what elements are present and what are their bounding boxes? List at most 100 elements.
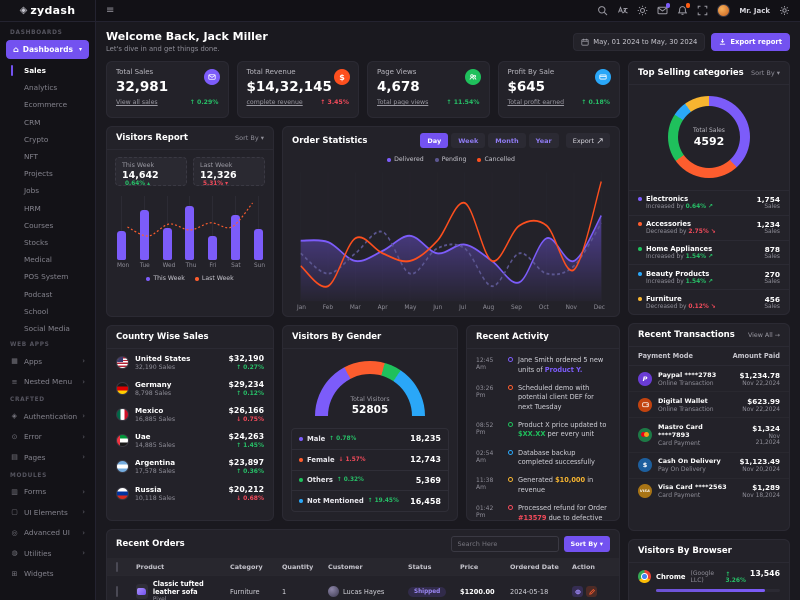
- tab-year[interactable]: Year: [528, 133, 559, 148]
- user-name[interactable]: Mr. Jack: [739, 6, 770, 15]
- panel-title: Recent Orders: [116, 539, 185, 549]
- sidebar-item-school[interactable]: School: [24, 306, 49, 316]
- bar-mon: [117, 231, 126, 260]
- tab-day[interactable]: Day: [420, 133, 449, 148]
- last-week-line: [127, 202, 254, 237]
- kpi-link[interactable]: Total profit earned: [507, 99, 565, 106]
- category-row-beauty-products[interactable]: Beauty Products Increased by 1.54% ↗ 270…: [629, 264, 789, 289]
- sidebar-item-ui-elements[interactable]: ▢ UI Elements ›: [0, 502, 95, 523]
- sidebar-section-web-apps: WEB APPS: [10, 342, 50, 348]
- customer-avatar: [328, 586, 339, 597]
- transaction-row-digital-wallet[interactable]: Digital Wallet Online Transaction $623.99…: [629, 392, 789, 419]
- kpi-link[interactable]: View all sales: [116, 99, 158, 106]
- search-icon[interactable]: [597, 5, 608, 16]
- chevron-right-icon: ›: [82, 487, 85, 496]
- sidebar-item-nft[interactable]: NFT: [24, 152, 38, 162]
- language-icon[interactable]: [617, 5, 629, 16]
- lock-icon: ◈: [11, 412, 17, 421]
- sidebar-item-pages[interactable]: ▤ Pages ›: [0, 447, 95, 468]
- chevron-right-icon: ›: [82, 432, 85, 441]
- transaction-row-cash-on-delivery[interactable]: $ Cash On Delivery Pay On Delivery $1,123…: [629, 453, 789, 479]
- sidebar-item-apps[interactable]: ▦ Apps ›: [0, 351, 95, 372]
- messages-icon[interactable]: [657, 3, 671, 16]
- row-checkbox[interactable]: [116, 586, 118, 597]
- sidebar-item-medical[interactable]: Medical: [24, 255, 52, 265]
- sidebar-item-label: Nested Menu: [24, 377, 73, 387]
- sidebar-item-podcast[interactable]: Podcast: [24, 289, 53, 299]
- download-icon: [720, 38, 726, 45]
- sidebar-item-jobs[interactable]: Jobs: [24, 186, 40, 196]
- sidebar-item-projects[interactable]: Projects: [24, 169, 53, 179]
- menu-toggle-icon[interactable]: ≡: [106, 4, 115, 16]
- country-row-argentina[interactable]: Argentina 17,578 Sales $23,897 ↑ 0.36%: [107, 454, 273, 480]
- activity-item: 08:52 Pm Product X price updated to $XX.…: [476, 420, 607, 439]
- sidebar-item-nested-menu[interactable]: ≡ Nested Menu ›: [0, 372, 95, 393]
- transaction-row-mastro-card[interactable]: Mastro Card ****7893 Card Payment $1,324 N…: [629, 418, 789, 453]
- sidebar-item-sales[interactable]: Sales: [0, 62, 95, 79]
- visitors-by-browser-panel: Visitors By Browser Chrome (Google LLC) …: [628, 539, 790, 600]
- country-row-mexico[interactable]: Mexico 16,885 Sales $26,166 ↓ 0.75%: [107, 401, 273, 427]
- kpi-value: $645: [507, 79, 546, 95]
- country-row-uae[interactable]: Uae 14,885 Sales $24,263 ↑ 1.45%: [107, 428, 273, 454]
- sidebar-item-stocks[interactable]: Stocks: [24, 237, 48, 247]
- kpi-profit-by-sale: Profit By Sale $645 Total profit earned …: [497, 61, 620, 118]
- theme-toggle-icon[interactable]: [637, 5, 648, 16]
- country-row-united-states[interactable]: United States 32,190 Sales $32,190 ↑ 0.27%: [107, 349, 273, 375]
- country-row-germany[interactable]: Germany 8,798 Sales $29,234 ↑ 0.12%: [107, 375, 273, 401]
- sidebar-item-utilities[interactable]: ◍ Utilities ›: [0, 543, 95, 564]
- category-row-furniture[interactable]: Furniture Decreased by 0.12% ↘ 456 Sales: [629, 289, 789, 314]
- sidebar-item-error[interactable]: ⊙ Error ›: [0, 427, 95, 448]
- kpi-link[interactable]: complete revenue: [246, 99, 303, 106]
- date-range-picker[interactable]: May, 01 2024 to May, 30 2024: [573, 32, 706, 51]
- category-row-electronics[interactable]: Electronics Increased by 0.64% ↗ 1,754 Sa…: [629, 190, 789, 215]
- users-icon: [464, 69, 481, 85]
- sidebar-item-authentication[interactable]: ◈ Authentication ›: [0, 406, 95, 427]
- brand-logo[interactable]: ◈ zydash: [0, 0, 95, 22]
- sidebar-item-social-media[interactable]: Social Media: [24, 323, 70, 333]
- gender-row-not-mentioned: Not Mentioned ↑ 19.45% 16,458: [292, 491, 448, 511]
- user-avatar[interactable]: [717, 4, 731, 17]
- sidebar-item-widgets[interactable]: ⊞ Widgets: [0, 564, 95, 585]
- transaction-row-paypal[interactable]: P Paypal ****2783 Online Transaction $1,2…: [629, 366, 789, 393]
- kpi-change: ↑ 3.45%: [320, 99, 349, 106]
- export-report-button[interactable]: Export report: [711, 32, 790, 51]
- notifications-icon[interactable]: [677, 3, 691, 16]
- sort-by-dropdown[interactable]: Sort By ▾: [234, 134, 264, 142]
- visitors-by-gender-panel: Visitors By Gender Total Visitors 52805: [282, 325, 458, 521]
- sidebar-item-advanced-ui[interactable]: ◎ Advanced UI ›: [0, 523, 95, 544]
- view-all-link[interactable]: View All →: [747, 331, 780, 339]
- sidebar-item-courses[interactable]: Courses: [24, 220, 54, 230]
- order-table-row[interactable]: Classic tufted leather sofa Pixel Furnitu…: [107, 575, 619, 600]
- sidebar-item-crm[interactable]: CRM: [24, 117, 41, 127]
- category-row-accessories[interactable]: Accessories Decreased by 2.75% ↘ 1,234 Sa…: [629, 214, 789, 240]
- transaction-row-visa-card[interactable]: VISA Visa Card ****2563 Card Payment $1,2…: [638, 483, 780, 500]
- sidebar-item-label: Authentication: [23, 411, 78, 421]
- tab-week[interactable]: Week: [451, 133, 486, 148]
- sidebar-item-hrm[interactable]: HRM: [24, 203, 41, 213]
- fullscreen-icon[interactable]: [697, 5, 708, 16]
- tab-month[interactable]: Month: [488, 133, 526, 148]
- sidebar-item-ecommerce[interactable]: Ecommerce: [24, 100, 68, 110]
- export-button[interactable]: Export: [565, 133, 610, 148]
- activity-item: 12:45 Am Jane Smith ordered 5 new units …: [476, 356, 604, 374]
- settings-gear-icon[interactable]: [779, 5, 790, 16]
- edit-order-button[interactable]: [586, 586, 597, 597]
- orders-sort-button[interactable]: Sort By ▾: [563, 536, 610, 552]
- trend-badge: 0.64% ▴: [125, 181, 151, 187]
- sidebar-item-dashboards[interactable]: ⌂ Dashboards ▾: [6, 40, 89, 59]
- orders-search-input[interactable]: [450, 536, 559, 552]
- country-row-russia[interactable]: Russia 10,118 Sales $20,212 ↓ 0.68%: [107, 480, 273, 506]
- category-row-home-appliances[interactable]: Home Appliances Increased by 1.54% ↗ 878…: [629, 239, 789, 265]
- x-axis-labels: Jan Feb Mar Apr May Jun Jul Aug Sep Oct Nov Dec: [297, 305, 605, 311]
- sidebar-item-crypto[interactable]: Crypto: [24, 134, 49, 144]
- kpi-change: ↑ 0.18%: [581, 99, 610, 106]
- mexico-flag-icon: [116, 407, 129, 421]
- select-all-checkbox[interactable]: [116, 561, 118, 572]
- view-order-button[interactable]: [572, 586, 583, 597]
- sidebar-item-pos-system[interactable]: POS System: [24, 272, 69, 282]
- sidebar-item-analytics[interactable]: Analytics: [24, 83, 58, 93]
- kpi-title: Profit By Sale: [507, 68, 555, 76]
- sidebar-item-forms[interactable]: ▥ Forms ›: [0, 482, 95, 503]
- kpi-link[interactable]: Total page views: [377, 99, 429, 106]
- sort-by-dropdown[interactable]: Sort By ▾: [750, 69, 780, 77]
